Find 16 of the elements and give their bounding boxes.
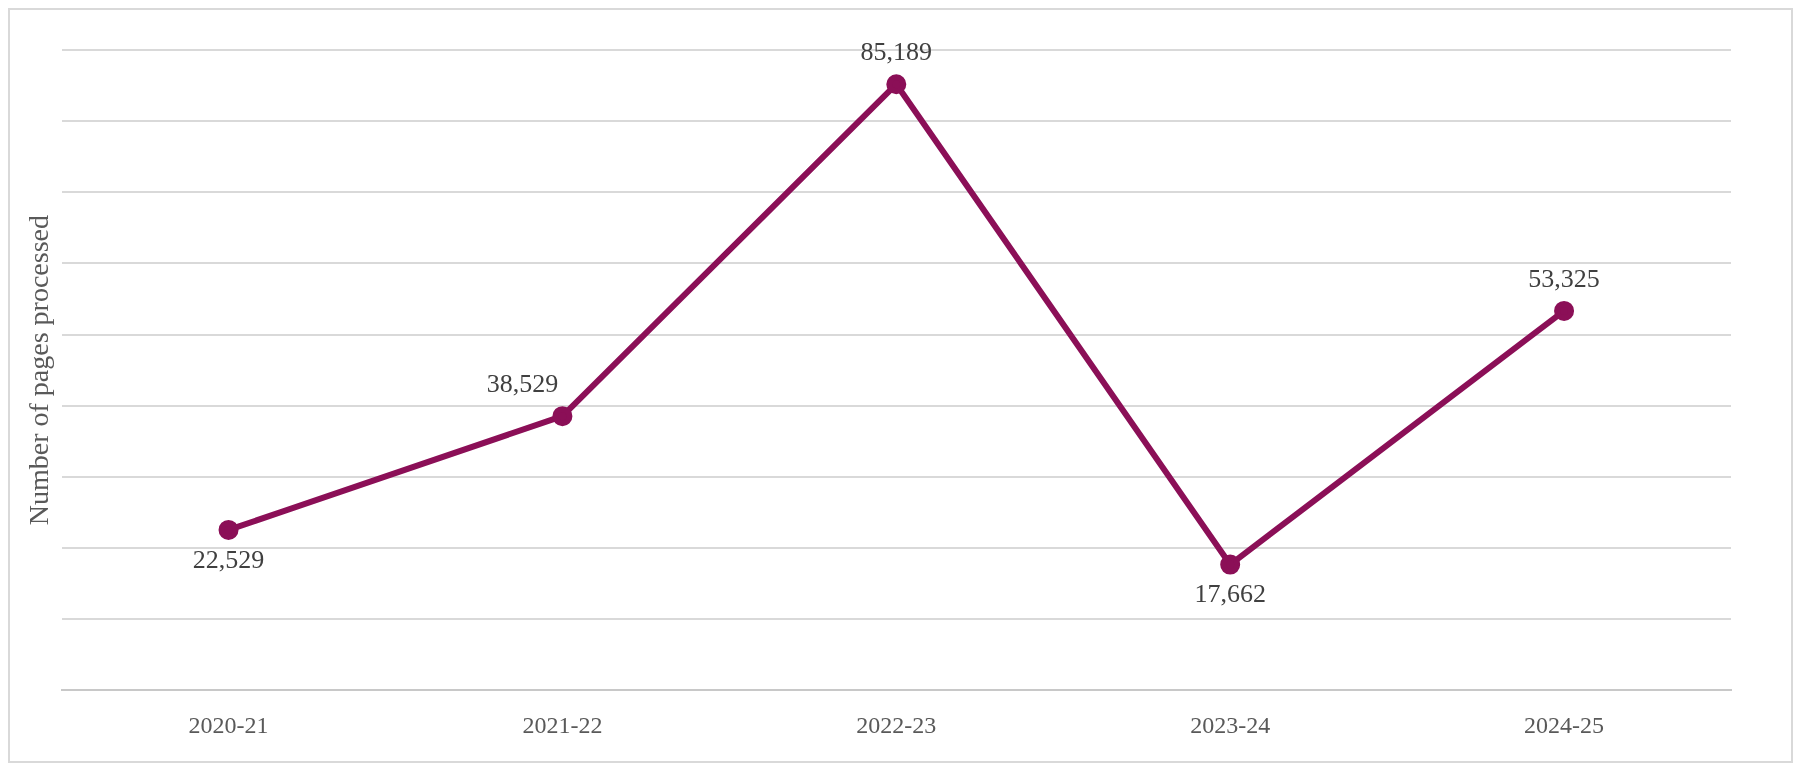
- point: [218, 519, 239, 540]
- data-label: 53,325: [1528, 263, 1600, 293]
- y-axis-title: Number of pages processed: [23, 214, 55, 526]
- x-tick-label: 2022-23: [856, 711, 937, 738]
- data-label: 85,189: [860, 37, 933, 67]
- x-tick-label: 2021-22: [522, 711, 603, 738]
- point: [1554, 300, 1575, 321]
- data-label: 22,529: [192, 544, 265, 574]
- point: [552, 406, 573, 427]
- point: [886, 74, 907, 95]
- x-tick-label: 2023-24: [1190, 711, 1271, 738]
- point: [1220, 554, 1241, 575]
- x-tick-label: 2024-25: [1524, 711, 1605, 738]
- x-tick-label: 2020-21: [188, 711, 269, 738]
- data-label: 17,662: [1194, 579, 1266, 609]
- data-label: 38,529: [486, 368, 559, 398]
